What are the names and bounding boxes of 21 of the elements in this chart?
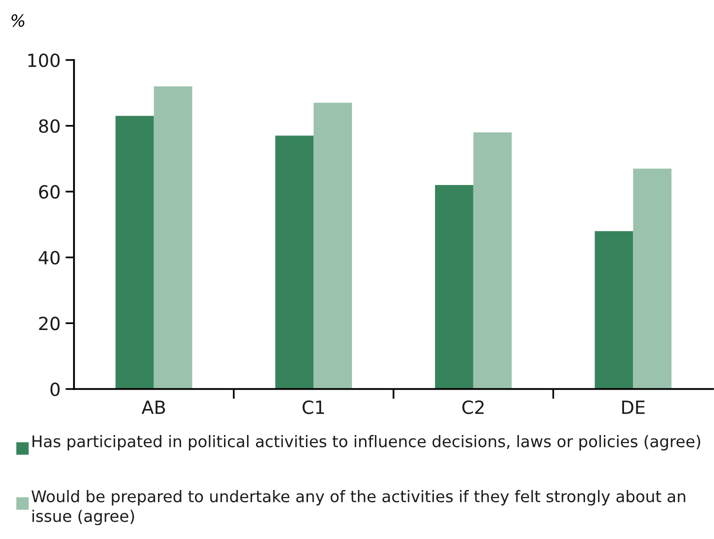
bar: [314, 102, 352, 389]
bar: [594, 231, 634, 389]
y-axis-title: %: [12, 14, 24, 27]
legend-label: Would be prepared to undertake any of the activities if they felt strongly about an issue (agree): [32, 490, 686, 526]
y-tick-label: 20: [39, 316, 60, 330]
y-tick-label: 80: [39, 119, 60, 133]
legend-label: Has participated in political activities to influence decisions, laws or policies (agree): [32, 435, 700, 450]
bar: [473, 132, 512, 389]
y-tick-label: 40: [38, 250, 60, 265]
bar: [154, 86, 192, 389]
y-tick-label: 0: [50, 382, 60, 396]
bar: [633, 168, 672, 389]
x-tick-label: C1: [302, 400, 324, 414]
x-tick-label: DE: [622, 400, 645, 414]
x-tick-label: C2: [462, 400, 484, 414]
bar: [116, 116, 154, 389]
y-tick-label: 100: [28, 53, 60, 68]
bar: [275, 136, 314, 389]
x-tick-label: AB: [142, 400, 165, 414]
bar: [435, 185, 474, 389]
y-tick-label: 60: [39, 185, 60, 199]
